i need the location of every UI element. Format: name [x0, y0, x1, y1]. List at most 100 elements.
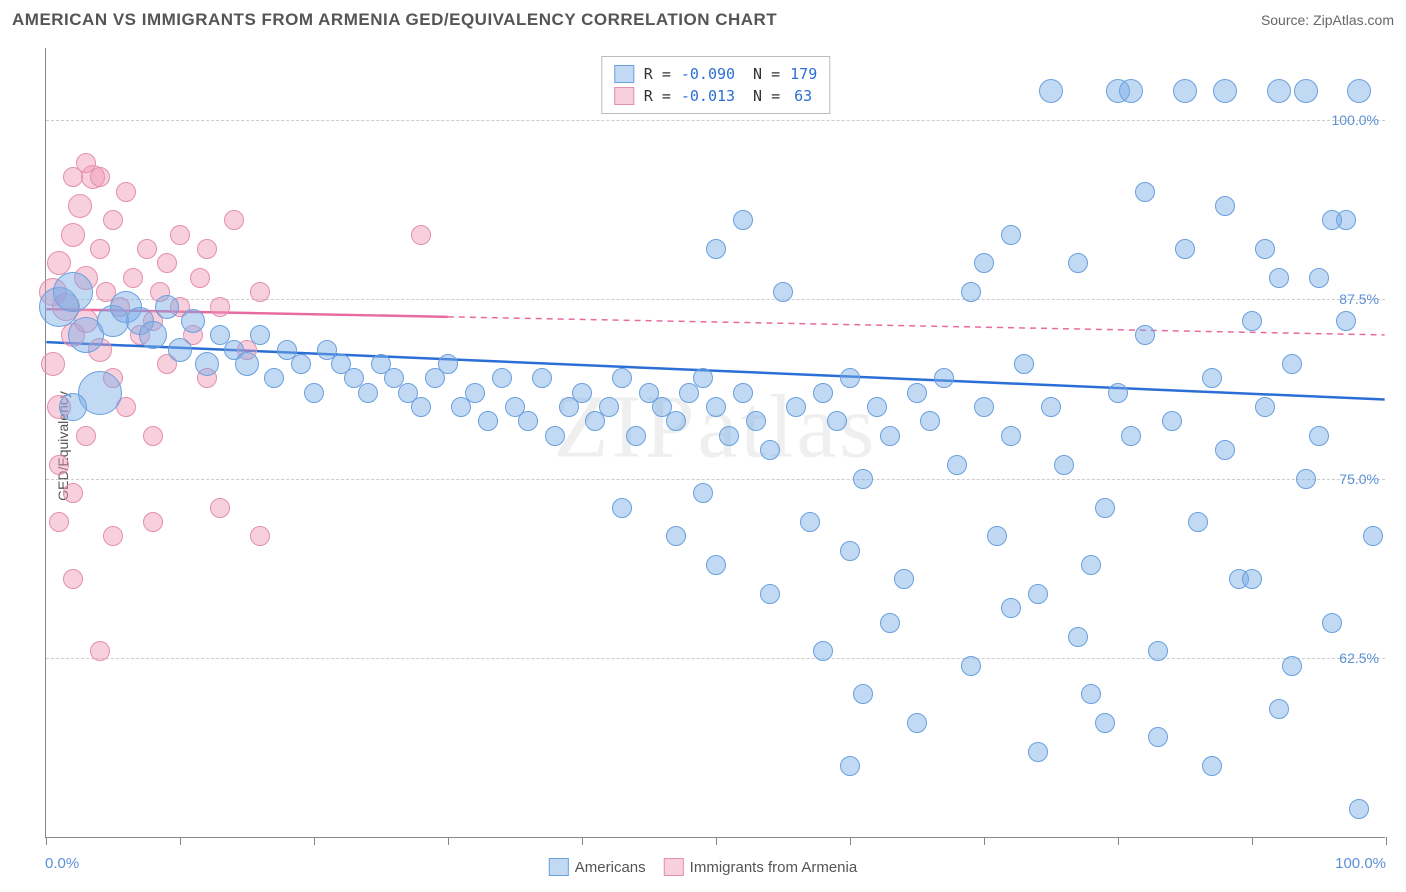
- point-american: [411, 397, 431, 417]
- legend-armenia: Immigrants from Armenia: [664, 858, 858, 876]
- gridline: [46, 658, 1385, 659]
- point-armenia: [63, 569, 83, 589]
- point-american: [733, 383, 753, 403]
- point-american: [840, 368, 860, 388]
- point-american: [706, 555, 726, 575]
- point-american: [1119, 79, 1143, 103]
- point-american: [1068, 253, 1088, 273]
- point-american: [666, 526, 686, 546]
- x-tick: [1118, 837, 1119, 845]
- point-american: [1135, 325, 1155, 345]
- point-armenia: [210, 297, 230, 317]
- point-american: [1188, 512, 1208, 532]
- point-american: [1294, 79, 1318, 103]
- x-tick: [46, 837, 47, 845]
- point-armenia: [170, 225, 190, 245]
- point-armenia: [63, 483, 83, 503]
- correlation-row-blue: R = -0.090 N = 179: [614, 63, 817, 85]
- point-american: [746, 411, 766, 431]
- point-american: [612, 368, 632, 388]
- point-american: [1001, 225, 1021, 245]
- point-american: [773, 282, 793, 302]
- point-armenia: [250, 526, 270, 546]
- point-armenia: [61, 223, 85, 247]
- point-american: [1322, 613, 1342, 633]
- point-american: [1255, 397, 1275, 417]
- point-american: [492, 368, 512, 388]
- point-american: [195, 352, 219, 376]
- point-armenia: [197, 239, 217, 259]
- point-american: [155, 295, 179, 319]
- point-armenia: [250, 282, 270, 302]
- x-tick: [716, 837, 717, 845]
- point-american: [1108, 383, 1128, 403]
- point-armenia: [90, 239, 110, 259]
- point-american: [840, 541, 860, 561]
- correlation-row-pink: R = -0.013 N = 63: [614, 85, 817, 107]
- point-american: [1001, 598, 1021, 618]
- point-american: [1202, 756, 1222, 776]
- y-tick-label: 62.5%: [1339, 650, 1379, 666]
- point-american: [1014, 354, 1034, 374]
- point-american: [168, 338, 192, 362]
- point-american: [760, 584, 780, 604]
- point-american: [1267, 79, 1291, 103]
- point-american: [59, 393, 87, 421]
- point-american: [250, 325, 270, 345]
- point-american: [291, 354, 311, 374]
- swatch-blue-icon: [549, 858, 569, 876]
- point-american: [1269, 268, 1289, 288]
- point-american: [934, 368, 954, 388]
- point-american: [1213, 79, 1237, 103]
- point-armenia: [143, 426, 163, 446]
- point-american: [894, 569, 914, 589]
- point-american: [786, 397, 806, 417]
- swatch-blue: [614, 65, 634, 83]
- point-armenia: [143, 512, 163, 532]
- point-american: [1349, 799, 1369, 819]
- chart-container: AMERICAN VS IMMIGRANTS FROM ARMENIA GED/…: [0, 0, 1406, 892]
- point-american: [304, 383, 324, 403]
- point-american: [1095, 498, 1115, 518]
- point-american: [1347, 79, 1371, 103]
- point-armenia: [224, 210, 244, 230]
- point-american: [1309, 426, 1329, 446]
- y-tick-label: 75.0%: [1339, 471, 1379, 487]
- point-armenia: [90, 167, 110, 187]
- point-armenia: [411, 225, 431, 245]
- point-american: [1202, 368, 1222, 388]
- point-american: [907, 383, 927, 403]
- point-american: [599, 397, 619, 417]
- point-american: [1081, 684, 1101, 704]
- point-american: [1215, 196, 1235, 216]
- point-american: [545, 426, 565, 446]
- gridline: [46, 120, 1385, 121]
- point-american: [693, 368, 713, 388]
- point-american: [719, 426, 739, 446]
- point-american: [840, 756, 860, 776]
- point-american: [760, 440, 780, 460]
- point-armenia: [68, 194, 92, 218]
- x-axis-min-label: 0.0%: [45, 855, 79, 872]
- legend-americans: Americans: [549, 858, 646, 876]
- x-tick: [448, 837, 449, 845]
- point-american: [1068, 627, 1088, 647]
- bottom-legend: Americans Immigrants from Armenia: [549, 858, 857, 876]
- swatch-pink-icon: [664, 858, 684, 876]
- point-american: [987, 526, 1007, 546]
- point-armenia: [103, 210, 123, 230]
- point-american: [974, 397, 994, 417]
- point-american: [961, 282, 981, 302]
- point-american: [1028, 584, 1048, 604]
- point-american: [813, 641, 833, 661]
- point-american: [181, 309, 205, 333]
- point-american: [907, 713, 927, 733]
- x-tick: [582, 837, 583, 845]
- point-american: [1148, 727, 1168, 747]
- point-american: [1215, 440, 1235, 460]
- point-armenia: [123, 268, 143, 288]
- point-american: [974, 253, 994, 273]
- point-armenia: [157, 253, 177, 273]
- point-american: [1039, 79, 1063, 103]
- point-armenia: [49, 455, 69, 475]
